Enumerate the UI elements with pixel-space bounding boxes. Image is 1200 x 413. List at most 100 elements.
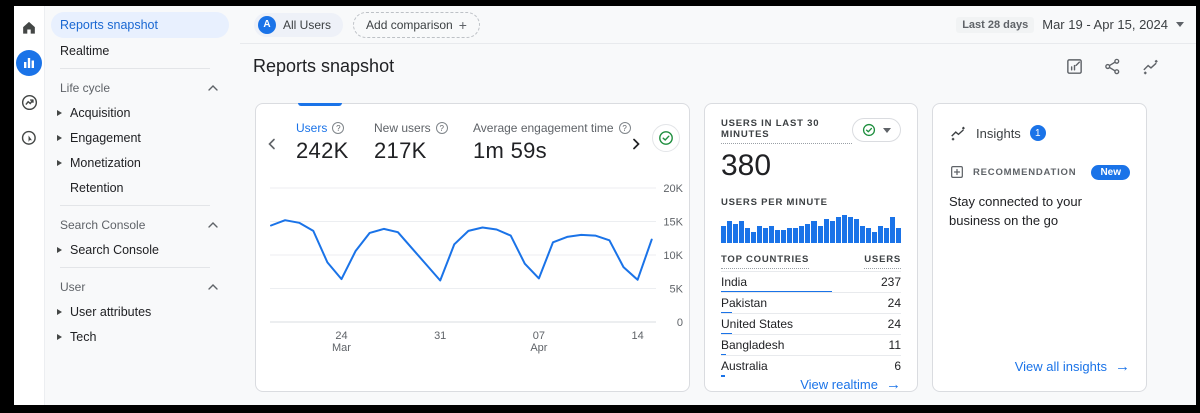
sidebar-item-label: User bbox=[60, 280, 85, 294]
sidebar-section-user[interactable]: User bbox=[46, 274, 254, 299]
country-row-india[interactable]: India237 bbox=[721, 271, 901, 292]
view-realtime-link[interactable]: View realtime → bbox=[800, 376, 901, 393]
insights-icon[interactable] bbox=[1140, 57, 1160, 77]
realtime-status-dropdown[interactable] bbox=[852, 118, 901, 142]
users-last-30min-value: 380 bbox=[721, 149, 901, 183]
advertising-icon[interactable] bbox=[19, 128, 39, 148]
country-row-australia[interactable]: Australia6 bbox=[721, 355, 901, 376]
sidebar-item-label: Monetization bbox=[70, 156, 141, 170]
reports-icon[interactable] bbox=[16, 50, 42, 76]
country-row-pakistan[interactable]: Pakistan24 bbox=[721, 292, 901, 313]
metrics-next-icon[interactable] bbox=[628, 137, 644, 153]
add-comparison-label: Add comparison bbox=[366, 18, 453, 32]
users-per-minute-label: USERS PER MINUTE bbox=[721, 197, 901, 208]
audience-chip[interactable]: A All Users bbox=[254, 13, 343, 37]
audience-avatar: A bbox=[258, 16, 276, 34]
minute-bar bbox=[842, 215, 847, 243]
sidebar-item-reports-snapshot[interactable]: Reports snapshot bbox=[51, 12, 229, 38]
caret-down-icon bbox=[1176, 22, 1184, 27]
minute-bar bbox=[890, 217, 895, 243]
sidebar-item-tech[interactable]: Tech bbox=[46, 324, 254, 349]
help-icon[interactable]: ? bbox=[332, 122, 344, 134]
users-col: USERS bbox=[864, 254, 901, 269]
view-all-insights-link[interactable]: View all insights → bbox=[1015, 358, 1130, 375]
country-name: Australia bbox=[721, 359, 768, 373]
country-name: Pakistan bbox=[721, 296, 767, 310]
share-icon[interactable] bbox=[1102, 57, 1122, 77]
countries-table-header: TOP COUNTRIES USERS bbox=[721, 254, 901, 271]
sidebar-item-monetization[interactable]: Monetization bbox=[46, 150, 254, 175]
sidebar-item-search-console[interactable]: Search Console bbox=[46, 237, 254, 262]
help-icon[interactable]: ? bbox=[619, 122, 631, 134]
app-frame: Reports snapshotRealtimeLife cycleAcquis… bbox=[14, 6, 1196, 405]
top-countries-col: TOP COUNTRIES bbox=[721, 254, 809, 269]
sidebar-item-retention[interactable]: Retention bbox=[46, 175, 254, 200]
chevron-up-icon bbox=[208, 84, 218, 92]
sidebar-item-realtime[interactable]: Realtime bbox=[46, 38, 254, 63]
add-comparison-button[interactable]: Add comparison + bbox=[353, 12, 480, 38]
left-icon-rail bbox=[14, 6, 45, 405]
minute-bar bbox=[721, 226, 726, 243]
sidebar-item-label: Search Console bbox=[70, 243, 159, 257]
insights-count-badge: 1 bbox=[1030, 125, 1046, 141]
home-icon[interactable] bbox=[19, 18, 39, 38]
report-actions bbox=[1064, 57, 1160, 77]
date-range-picker[interactable]: Last 28 days Mar 19 - Apr 15, 2024 bbox=[956, 17, 1184, 33]
sidebar-item-label: User attributes bbox=[70, 305, 151, 319]
minute-bar bbox=[745, 228, 750, 243]
insights-header: Insights 1 bbox=[949, 124, 1130, 142]
expand-arrow-icon[interactable] bbox=[57, 135, 62, 141]
chevron-up-icon bbox=[208, 283, 218, 291]
x-axis-tick: 31 bbox=[434, 330, 446, 342]
metric-value: 217K bbox=[374, 138, 448, 164]
new-badge: New bbox=[1091, 165, 1130, 180]
explore-icon[interactable] bbox=[19, 92, 39, 112]
data-quality-icon[interactable] bbox=[652, 124, 680, 152]
sidebar-item-engagement[interactable]: Engagement bbox=[46, 125, 254, 150]
users-per-minute-chart[interactable] bbox=[721, 215, 901, 243]
minute-bar bbox=[854, 219, 859, 243]
customize-report-icon[interactable] bbox=[1064, 57, 1084, 77]
help-icon[interactable]: ? bbox=[436, 122, 448, 134]
metric-tab-indicator bbox=[298, 103, 342, 106]
minute-bar bbox=[787, 228, 792, 243]
expand-arrow-icon[interactable] bbox=[57, 309, 62, 315]
expand-arrow-icon[interactable] bbox=[57, 247, 62, 253]
country-row-bangladesh[interactable]: Bangladesh11 bbox=[721, 334, 901, 355]
expand-arrow-icon[interactable] bbox=[57, 110, 62, 116]
metric-tab-users[interactable]: Users?242K bbox=[296, 121, 349, 164]
insights-title: Insights bbox=[976, 126, 1021, 141]
country-users: 11 bbox=[889, 338, 901, 352]
country-row-united-states[interactable]: United States24 bbox=[721, 313, 901, 334]
arrow-right-icon: → bbox=[886, 376, 901, 393]
sidebar-item-user-attributes[interactable]: User attributes bbox=[46, 299, 254, 324]
minute-bar bbox=[860, 226, 865, 243]
metrics-prev-icon[interactable] bbox=[264, 137, 280, 153]
x-axis-tick: 07 bbox=[533, 330, 545, 342]
metric-tab-average-engagement-time[interactable]: Average engagement time?1m 59s bbox=[473, 121, 631, 164]
topbar: A All Users Add comparison + Last 28 day… bbox=[240, 6, 1196, 44]
minute-bar bbox=[775, 230, 780, 243]
country-bar bbox=[721, 375, 725, 377]
y-axis-tick: 20K bbox=[663, 183, 683, 195]
sidebar-item-acquisition[interactable]: Acquisition bbox=[46, 100, 254, 125]
minute-bar bbox=[733, 224, 738, 243]
sidebar-item-label: Reports snapshot bbox=[60, 18, 158, 32]
recommendation-text[interactable]: Stay connected to your business on the g… bbox=[949, 193, 1130, 231]
recommendation-icon bbox=[949, 164, 965, 180]
metric-tab-new-users[interactable]: New users? 217K bbox=[374, 121, 448, 164]
audience-chip-label: All Users bbox=[283, 18, 331, 32]
sidebar-item-label: Tech bbox=[70, 330, 96, 344]
minute-bar bbox=[824, 219, 829, 243]
page-head: Reports snapshot bbox=[253, 56, 1160, 77]
expand-arrow-icon[interactable] bbox=[57, 334, 62, 340]
sidebar-section-life-cycle[interactable]: Life cycle bbox=[46, 75, 254, 100]
expand-arrow-icon[interactable] bbox=[57, 160, 62, 166]
sidebar-divider bbox=[60, 267, 210, 268]
country-name: United States bbox=[721, 317, 793, 331]
sidebar-section-search-console[interactable]: Search Console bbox=[46, 212, 254, 237]
metric-label-text: New users bbox=[374, 121, 431, 135]
realtime-title: USERS IN LAST 30 MINUTES bbox=[721, 118, 852, 144]
users-line-chart[interactable]: 20K15K10K5K024Mar3107Apr14 bbox=[256, 178, 691, 391]
minute-bar bbox=[896, 228, 901, 243]
